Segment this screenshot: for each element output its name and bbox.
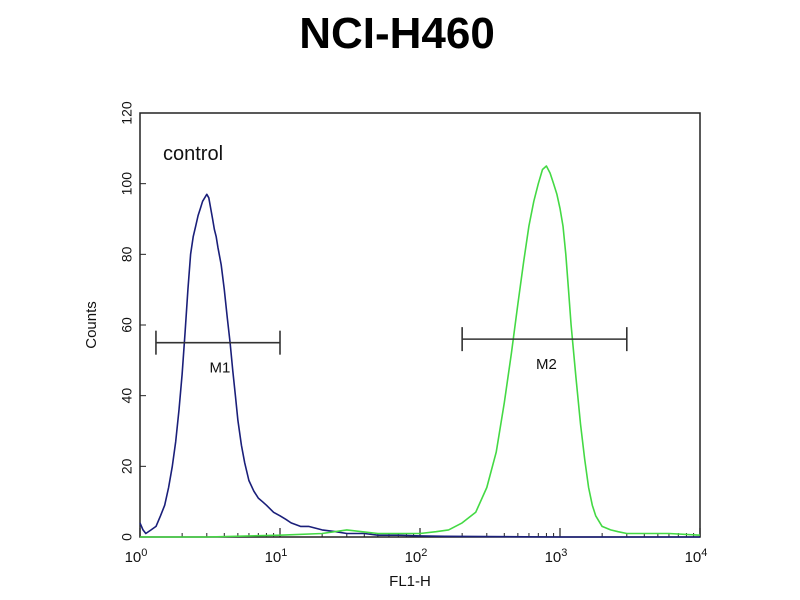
x-tick-base: 10: [685, 549, 702, 566]
x-axis-label: FL1-H: [389, 573, 431, 590]
control-annotation: control: [163, 143, 223, 165]
gate-m2: M2: [461, 327, 628, 373]
x-tick-base: 10: [265, 549, 282, 566]
series-line-2: [140, 165, 701, 538]
x-tick-exponent: 3: [561, 547, 567, 559]
x-tick-exponent: 2: [421, 547, 427, 559]
y-tick-label: 0: [119, 533, 135, 541]
plot-frame: [139, 112, 701, 538]
x-tick-label: 102: [405, 547, 428, 566]
x-tick-base: 10: [125, 549, 142, 566]
x-tick-base: 10: [405, 549, 422, 566]
x-tick-exponent: 0: [141, 547, 147, 559]
y-tick-label: 20: [119, 458, 135, 474]
y-tick-label: 80: [119, 246, 135, 262]
x-tick-label: 103: [545, 547, 568, 566]
x-tick-label: 100: [125, 547, 148, 566]
gate-label: M1: [210, 360, 231, 377]
y-tick-label: 40: [119, 388, 135, 404]
gate-layer: M1 M2: [155, 327, 628, 377]
chart-title: NCI-H460: [299, 9, 495, 58]
y-tick-label: 120: [119, 101, 135, 125]
y-tick-label: 60: [119, 317, 135, 333]
gate-m1: M1: [155, 330, 281, 377]
series-layer: [139, 165, 701, 538]
x-tick-label: 104: [685, 547, 708, 566]
y-axis-label: Counts: [83, 301, 100, 349]
y-axis-ticks: 0 20 40 60 80 100 120: [119, 101, 146, 541]
x-tick-exponent: 4: [701, 547, 707, 559]
gate-label: M2: [536, 356, 557, 373]
x-tick-base: 10: [545, 549, 562, 566]
x-tick-exponent: 1: [281, 547, 287, 559]
x-tick-label: 101: [265, 547, 288, 566]
y-tick-label: 100: [119, 172, 135, 196]
